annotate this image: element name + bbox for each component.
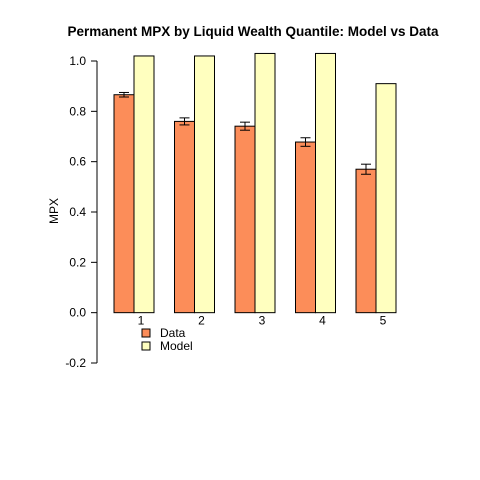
bar-data — [113, 94, 135, 314]
bar-data — [234, 125, 256, 314]
bar-data — [295, 141, 316, 314]
bar-data — [355, 168, 377, 314]
y-tick-label: 0.2 — [69, 255, 86, 269]
error-bars — [119, 91, 371, 175]
bar-model — [133, 55, 155, 314]
y-tick-label: 0.8 — [69, 104, 86, 118]
chart-title: Permanent MPX by Liquid Wealth Quantile:… — [67, 24, 439, 39]
bar-model — [194, 55, 215, 314]
y-tick-label: 0.4 — [69, 205, 86, 219]
legend-swatch-model — [141, 341, 151, 351]
x-tick-label: 4 — [319, 314, 326, 328]
x-tick-label: 2 — [198, 314, 205, 328]
bars — [113, 52, 397, 314]
bar-model — [254, 52, 276, 314]
x-tick-label: 5 — [380, 314, 387, 328]
y-tick-label: 0.6 — [69, 155, 86, 169]
x-tick-label: 3 — [259, 314, 266, 328]
y-tick-label: -0.2 — [65, 356, 86, 370]
y-axis: -0.2 0.0 0.2 0.4 0.6 0.8 1.0 — [65, 54, 98, 370]
x-tick-labels: 1 2 3 4 5 — [138, 314, 387, 328]
legend-swatch-data — [141, 328, 151, 338]
legend-label-model: Model — [160, 339, 193, 353]
y-tick-label: 0.0 — [69, 306, 86, 320]
legend-label-data: Data — [160, 326, 186, 340]
bar-model — [315, 52, 336, 314]
y-axis-label: MPX — [47, 198, 61, 224]
x-tick-label: 1 — [138, 314, 145, 328]
y-tick-label: 1.0 — [69, 54, 86, 68]
bar-data — [174, 120, 195, 314]
bar-model — [375, 83, 397, 314]
